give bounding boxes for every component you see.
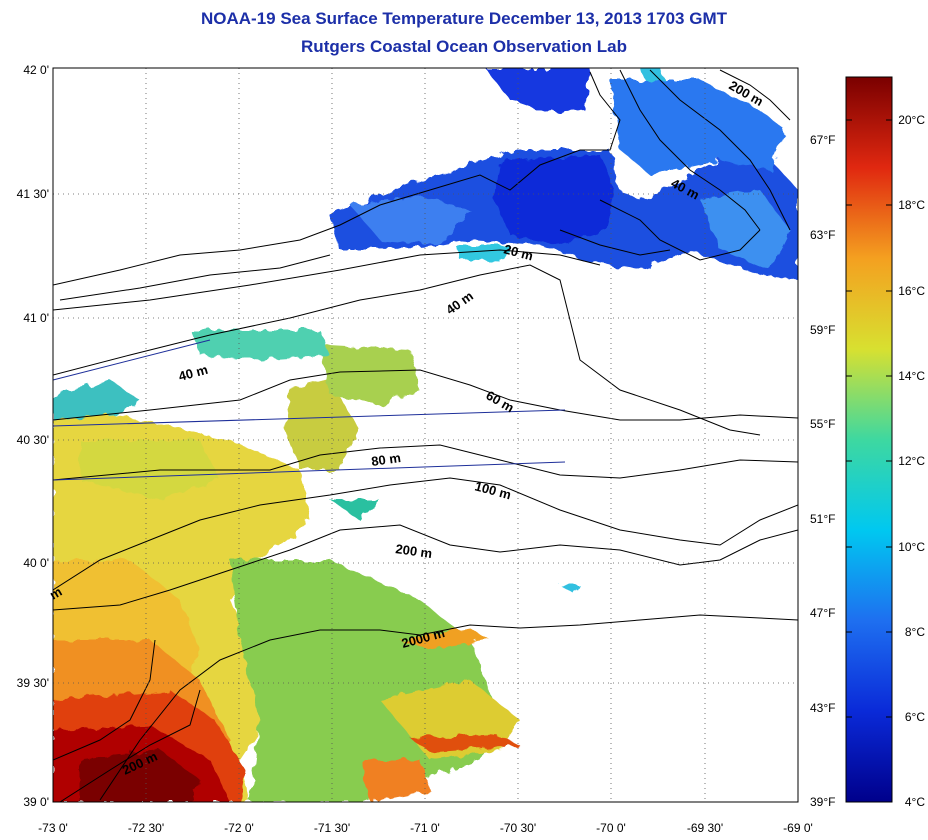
cape-cod-coast — [599, 199, 761, 261]
lon-label: -70 30' — [500, 821, 536, 835]
lon-label: -73 0' — [38, 821, 68, 835]
fahrenheit-label: 67°F — [810, 133, 835, 147]
canyon-contour — [53, 639, 156, 761]
map-title: NOAA-19 Sea Surface Temperature December… — [201, 9, 727, 28]
fahrenheit-label: 51°F — [810, 512, 835, 526]
fahrenheit-label: 55°F — [810, 417, 835, 431]
nantucket-coast — [559, 229, 671, 256]
lat-label: 39 0' — [23, 795, 49, 809]
lat-label: 40 0' — [23, 556, 49, 570]
gom-contour-3 — [719, 69, 791, 121]
colorbar-ticks — [846, 119, 892, 718]
transect-inshore — [52, 339, 211, 381]
transects — [52, 339, 566, 481]
fahrenheit-label: 43°F — [810, 701, 835, 715]
lon-label: -72 30' — [128, 821, 164, 835]
isobath-60m — [53, 369, 798, 421]
isobath-label: 200 m — [395, 541, 434, 561]
fahrenheit-label: 59°F — [810, 323, 835, 337]
celsius-label: 16°C — [898, 284, 925, 298]
colorbar-celsius-labels: 20°C 18°C 16°C 14°C 12°C 10°C 8°C 6°C 4°… — [898, 113, 925, 809]
celsius-label: 8°C — [905, 625, 925, 639]
lon-label: -69 0' — [783, 821, 813, 835]
lat-label: 40 30' — [17, 433, 49, 447]
isobath-100m — [53, 477, 798, 591]
lon-label: -71 0' — [410, 821, 440, 835]
celsius-label: 12°C — [898, 454, 925, 468]
canyon-contour-2 — [59, 689, 201, 802]
isobath-label: 40 m — [177, 362, 210, 384]
isobath-2000m — [99, 614, 798, 801]
lat-label: 42 0' — [23, 63, 49, 77]
celsius-label: 20°C — [898, 113, 925, 127]
map-subtitle: Rutgers Coastal Ocean Observation Lab — [301, 37, 627, 56]
lat-label: 41 30' — [17, 187, 49, 201]
colorbar — [845, 76, 893, 803]
isobath-200m — [53, 524, 798, 611]
celsius-label: 18°C — [898, 198, 925, 212]
gom-contour — [619, 69, 761, 231]
coastline-south — [59, 254, 331, 301]
celsius-label: 4°C — [905, 795, 925, 809]
lon-label: -71 30' — [314, 821, 350, 835]
transect-south — [52, 461, 566, 481]
isobath-label: 20 m — [502, 241, 535, 263]
celsius-label: 14°C — [898, 369, 925, 383]
latitude-labels: 42 0' 41 30' 41 0' 40 30' 40 0' 39 30' 3… — [17, 63, 49, 809]
isobath-label: 80 m — [370, 450, 401, 469]
lon-label: -70 0' — [596, 821, 626, 835]
lon-label: -69 30' — [687, 821, 723, 835]
fahrenheit-label: 63°F — [810, 228, 835, 242]
colorbar-fahrenheit-labels: 67°F 63°F 59°F 55°F 51°F 47°F 43°F 39°F — [810, 133, 835, 809]
lat-label: 39 30' — [17, 676, 49, 690]
longitude-labels: -73 0' -72 30' -72 0' -71 30' -71 0' -70… — [38, 821, 813, 835]
graticule — [53, 68, 798, 802]
bathymetry-contours — [53, 69, 798, 802]
celsius-label: 10°C — [898, 540, 925, 554]
fahrenheit-label: 47°F — [810, 606, 835, 620]
plot-frame — [52, 67, 799, 803]
fahrenheit-label: 39°F — [810, 795, 835, 809]
isobath-80m — [53, 444, 798, 481]
lon-label: -72 0' — [224, 821, 254, 835]
gom-contour-2 — [649, 69, 791, 231]
transect-north — [52, 409, 566, 427]
celsius-label: 6°C — [905, 710, 925, 724]
isobath-20m — [53, 249, 601, 311]
coastline — [53, 71, 621, 286]
lat-label: 41 0' — [23, 311, 49, 325]
isobath-40m — [53, 264, 761, 436]
